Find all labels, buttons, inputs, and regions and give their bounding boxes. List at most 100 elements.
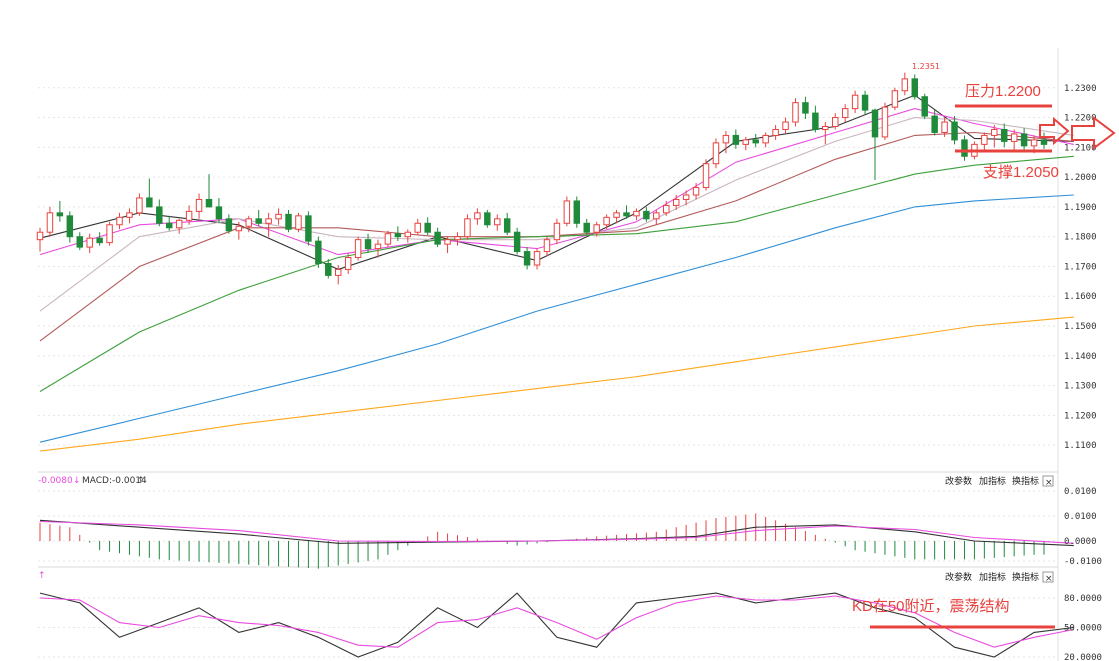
kd-y-tick-label: 50.0000 bbox=[1064, 624, 1102, 634]
main-y-axis: 1.2300 1.2200 1.2100 1.2000 1.1900 1.1800 1.17… bbox=[1064, 84, 1097, 451]
candle-body bbox=[663, 204, 670, 214]
support-label: 支撑1.2050 bbox=[983, 164, 1059, 181]
macd-close-box[interactable] bbox=[1042, 475, 1054, 487]
candle-body bbox=[553, 222, 561, 241]
candle-body bbox=[533, 251, 541, 266]
kd-annotation: KD在50附近，震荡结构 bbox=[852, 598, 1010, 615]
kd-add-indicator-button[interactable]: 加指标 bbox=[979, 571, 1006, 583]
candle-body bbox=[354, 239, 362, 259]
high-price-label: 1.2351 bbox=[912, 62, 940, 71]
candle-body bbox=[175, 219, 183, 229]
candle-body bbox=[682, 194, 690, 200]
candle-body bbox=[563, 200, 571, 224]
candle-body bbox=[46, 212, 54, 233]
candle-body bbox=[146, 197, 153, 208]
macd-y-tick-label: 0.0100 bbox=[1064, 512, 1097, 522]
candle-body bbox=[841, 108, 849, 119]
kd-lines bbox=[39, 592, 1074, 658]
candle-body bbox=[752, 139, 759, 144]
macd-y-axis: 0.0100 0.0100 0.0000 -0.0100 bbox=[1064, 487, 1102, 567]
macd-add-indicator-button[interactable]: 加指标 bbox=[979, 475, 1006, 487]
candle-body bbox=[742, 139, 750, 145]
macd-header-value: -0.0080 bbox=[38, 476, 73, 486]
kd-close-box[interactable] bbox=[1042, 571, 1054, 583]
kd-y-tick-label: 20.0000 bbox=[1064, 653, 1102, 661]
right-arrow-icon bbox=[1039, 116, 1070, 146]
candle-body bbox=[633, 210, 640, 217]
candle-body bbox=[772, 128, 779, 136]
candle-body bbox=[822, 125, 829, 130]
candle-body bbox=[712, 142, 720, 165]
main-grid bbox=[38, 87, 1058, 446]
candle-body bbox=[871, 109, 879, 138]
candle-body bbox=[315, 240, 322, 264]
candle-body bbox=[503, 218, 511, 233]
macd-edit-params-button[interactable]: 改参数 bbox=[945, 475, 972, 487]
kd-edit-params-button[interactable]: 改参数 bbox=[945, 571, 972, 583]
candle-body bbox=[623, 212, 630, 217]
candle-body bbox=[265, 218, 272, 224]
candle-body bbox=[56, 212, 64, 217]
candle-body bbox=[911, 78, 919, 98]
candle-body bbox=[344, 257, 352, 270]
candle-body bbox=[474, 212, 481, 220]
candle-body bbox=[583, 222, 590, 233]
candle-body bbox=[523, 251, 531, 266]
kd-switch-indicator-button[interactable]: 换指标 bbox=[1012, 571, 1039, 583]
candle-body bbox=[672, 198, 680, 206]
macd-close-icon[interactable]: × bbox=[1045, 478, 1053, 488]
candle-body bbox=[573, 200, 581, 224]
y-tick-label: 1.1500 bbox=[1064, 322, 1097, 332]
candle-body bbox=[513, 231, 521, 253]
candle-body bbox=[961, 139, 968, 157]
candle-body bbox=[66, 215, 74, 238]
kd-close-icon[interactable]: × bbox=[1045, 574, 1053, 584]
candle-body bbox=[603, 216, 610, 226]
y-tick-label: 1.1400 bbox=[1064, 352, 1097, 362]
candle-body bbox=[543, 239, 551, 253]
candle-body bbox=[593, 224, 600, 233]
candle-body bbox=[295, 215, 302, 230]
macd-lines bbox=[39, 519, 1074, 547]
series-line-ma120 bbox=[39, 194, 1074, 443]
y-tick-label: 1.2200 bbox=[1064, 114, 1097, 124]
candle-body bbox=[851, 94, 859, 110]
candle-body bbox=[106, 224, 113, 244]
y-tick-label: 1.1300 bbox=[1064, 382, 1097, 392]
candle-body bbox=[692, 187, 700, 196]
candle-body bbox=[1040, 139, 1048, 145]
y-tick-label: 1.2100 bbox=[1064, 143, 1097, 153]
candle-body bbox=[156, 206, 163, 224]
candle-body bbox=[136, 197, 143, 214]
macd-switch-indicator-button[interactable]: 换指标 bbox=[1012, 475, 1039, 487]
candle-body bbox=[782, 121, 789, 130]
candle-body bbox=[384, 233, 392, 245]
candle-body bbox=[812, 112, 819, 130]
candle-body bbox=[702, 163, 710, 189]
macd-y-tick-label: 0.0100 bbox=[1064, 487, 1097, 497]
candle-body bbox=[285, 213, 292, 230]
candle-body bbox=[981, 134, 988, 145]
candle-body bbox=[881, 106, 889, 138]
y-tick-label: 1.2300 bbox=[1064, 84, 1097, 94]
series-line-ma60 bbox=[39, 155, 1074, 392]
y-tick-label: 1.2000 bbox=[1064, 173, 1097, 183]
candle-body bbox=[305, 215, 312, 242]
macd-line-dif bbox=[39, 519, 1074, 547]
candle-body bbox=[454, 236, 461, 241]
candle-body bbox=[275, 213, 282, 220]
kd-line-k bbox=[39, 592, 1074, 658]
candle-body bbox=[762, 134, 769, 144]
candle-body bbox=[434, 231, 441, 245]
macd-header-label: MACD:-0.0014 bbox=[82, 476, 147, 486]
candle-body bbox=[195, 198, 203, 212]
candle-body bbox=[255, 218, 262, 224]
candle-body bbox=[941, 121, 948, 133]
candle-body bbox=[325, 262, 332, 276]
series-line-ma20 bbox=[39, 117, 1074, 312]
resistance-label: 压力1.2200 bbox=[965, 83, 1041, 100]
candle-body bbox=[464, 218, 471, 238]
candle-body bbox=[1001, 128, 1008, 142]
candle-body bbox=[36, 231, 44, 241]
y-tick-label: 1.1600 bbox=[1064, 292, 1097, 302]
